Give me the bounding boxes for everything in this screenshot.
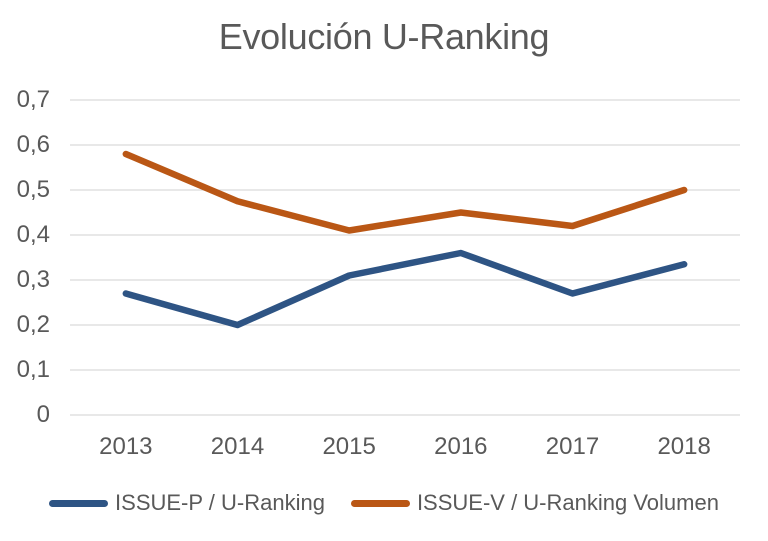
x-tick-label: 2014 — [210, 433, 265, 460]
x-tick-label: 2018 — [657, 433, 711, 460]
x-tick-label: 2013 — [99, 433, 153, 460]
y-tick-label: 0,6 — [16, 131, 50, 158]
x-tick-label: 2017 — [545, 433, 600, 460]
chart-title: Evolución U-Ranking — [218, 16, 550, 57]
legend-swatch-issue-p — [49, 499, 109, 507]
legend-item-issue-p: ISSUE-P / U-Ranking — [49, 490, 325, 516]
legend-item-issue-v: ISSUE-V / U-Ranking Volumen — [350, 490, 719, 516]
legend-swatch-issue-v — [350, 499, 410, 507]
series-line-0 — [122, 249, 688, 329]
y-tick-label: 0,5 — [16, 176, 50, 203]
y-tick-label: 0,3 — [16, 266, 50, 293]
y-tick-label: 0 — [36, 401, 50, 428]
legend-label-issue-v: ISSUE-V / U-Ranking Volumen — [416, 490, 719, 515]
x-tick-label: 2016 — [434, 433, 488, 460]
series-line-1 — [122, 150, 688, 234]
y-tick-label: 0,1 — [16, 356, 50, 383]
y-tick-label: 0,4 — [16, 221, 50, 248]
legend-label-issue-p: ISSUE-P / U-Ranking — [115, 490, 325, 515]
x-tick-label: 2015 — [322, 433, 376, 460]
y-tick-label: 0,2 — [16, 311, 50, 338]
y-tick-label: 0,7 — [16, 86, 50, 113]
chart-legend: ISSUE-P / U-Ranking ISSUE-V / U-Ranking … — [0, 490, 768, 516]
